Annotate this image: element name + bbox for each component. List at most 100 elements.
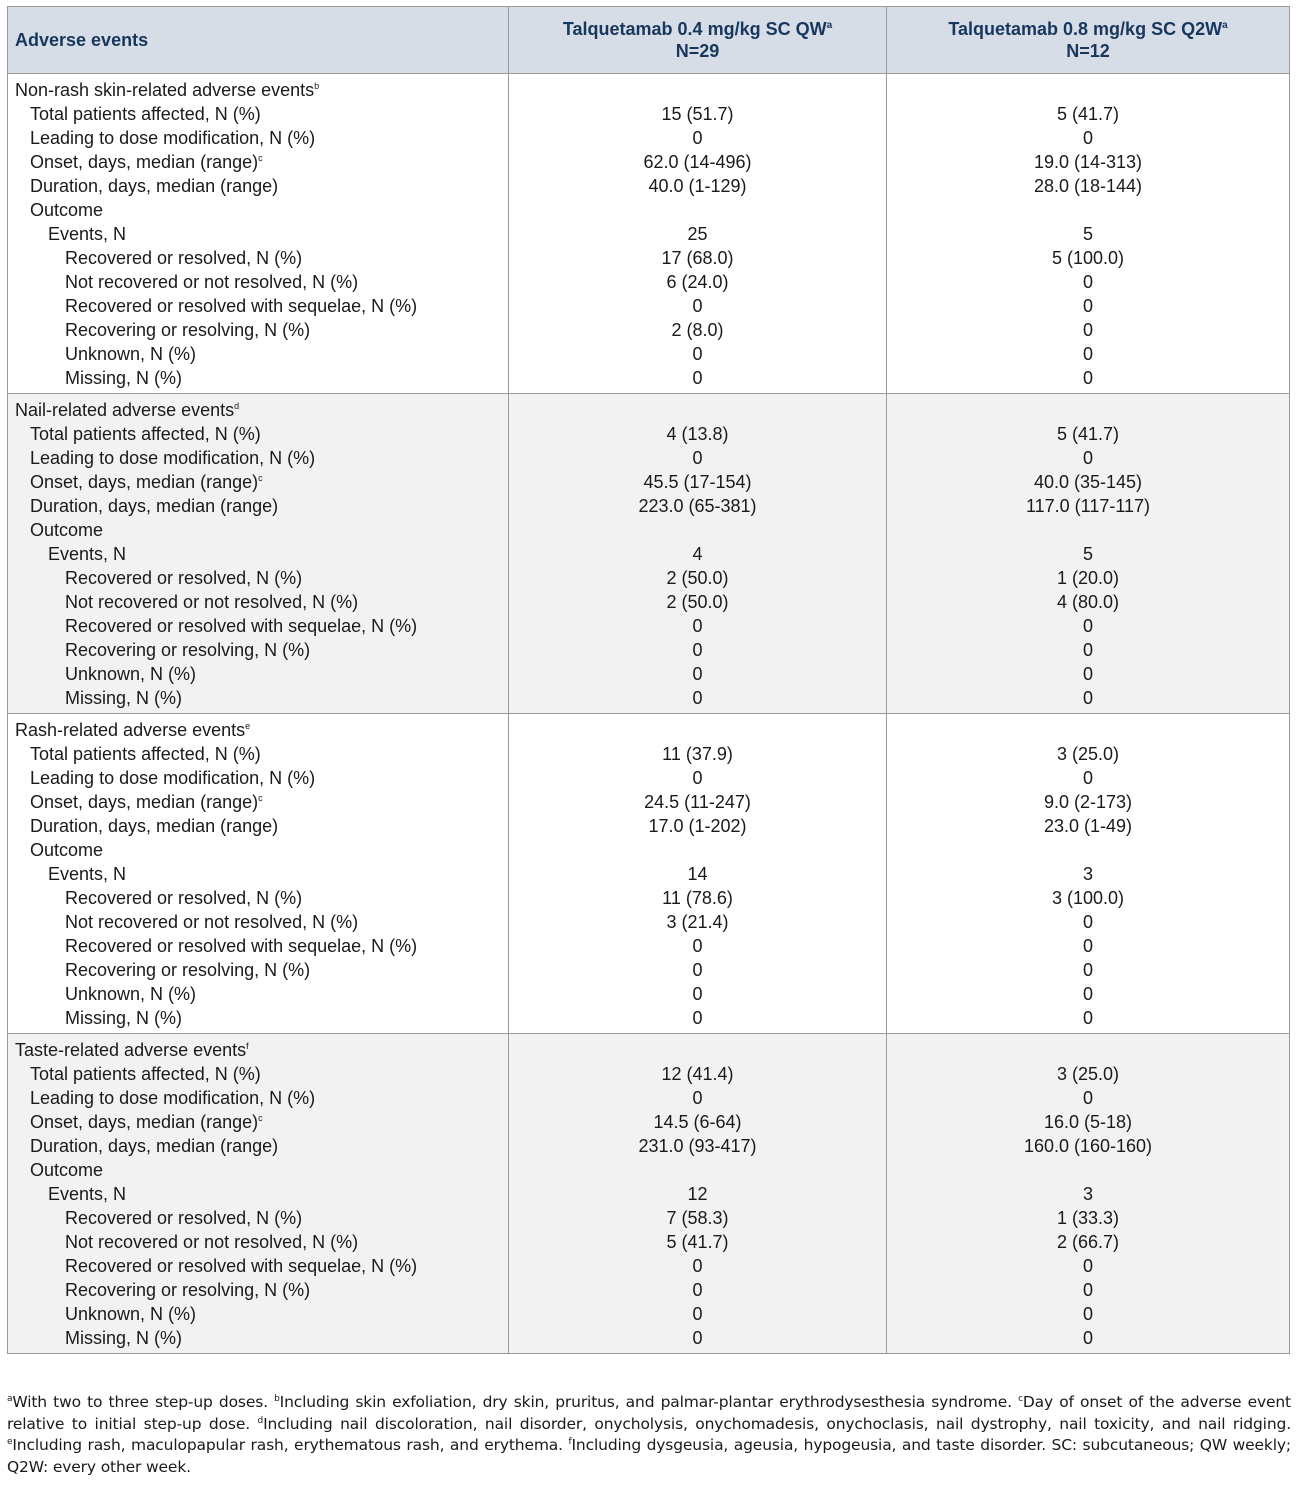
table-row: Recovered or resolved with sequelae, N (… bbox=[7, 934, 1290, 958]
footnote-text: Day of onset of the adverse event relati… bbox=[7, 1393, 1291, 1433]
header-adverse-events: Adverse events bbox=[7, 6, 509, 74]
header-dose-q2w: Talquetamab 0.8 mg/kg SC Q2Wa N=12 bbox=[886, 6, 1290, 74]
value-qw: 231.0 (93-417) bbox=[508, 1134, 887, 1158]
section-0: Non-rash skin-related adverse eventsb Tot… bbox=[7, 73, 1290, 394]
section-title-footnote-mark: e bbox=[245, 721, 251, 731]
row-label-text: Events, N bbox=[48, 544, 127, 564]
table-row: Onset, days, median (range)c 24.5 (11-247… bbox=[7, 790, 1290, 814]
row-label: Onset, days, median (range)c bbox=[7, 1110, 509, 1134]
value-qw: 5 (41.7) bbox=[508, 1230, 887, 1254]
row-label-text: Leading to dose modification, N (%) bbox=[30, 128, 316, 148]
row-label-text: Recovering or resolving, N (%) bbox=[65, 320, 311, 340]
value-qw: 0 bbox=[508, 366, 887, 394]
row-footnote-mark: c bbox=[258, 153, 263, 163]
value-qw: 0 bbox=[508, 1254, 887, 1278]
value-qw: 17 (68.0) bbox=[508, 246, 887, 270]
row-label-text: Onset, days, median (range) bbox=[30, 152, 259, 172]
value-qw: 11 (37.9) bbox=[508, 742, 887, 766]
table-row: Recovered or resolved with sequelae, N (… bbox=[7, 614, 1290, 638]
row-label: Recovering or resolving, N (%) bbox=[7, 958, 509, 982]
table-row: Unknown, N (%) 0 0 bbox=[7, 982, 1290, 1006]
row-label-text: Onset, days, median (range) bbox=[30, 792, 259, 812]
section-title-row: Taste-related adverse eventsf bbox=[7, 1033, 1290, 1062]
row-label-text: Not recovered or not resolved, N (%) bbox=[65, 592, 359, 612]
row-label: Not recovered or not resolved, N (%) bbox=[7, 270, 509, 294]
table-row: Leading to dose modification, N (%) 0 0 bbox=[7, 446, 1290, 470]
value-q2w: 0 bbox=[886, 1302, 1290, 1326]
row-label: Recovered or resolved, N (%) bbox=[7, 566, 509, 590]
value-qw: 11 (78.6) bbox=[508, 886, 887, 910]
section-title-text: Nail-related adverse events bbox=[15, 400, 235, 420]
value-qw: 2 (50.0) bbox=[508, 590, 887, 614]
empty-cell bbox=[508, 393, 887, 422]
row-label: Outcome bbox=[7, 198, 509, 222]
value-q2w: 5 (41.7) bbox=[886, 422, 1290, 446]
row-label: Total patients affected, N (%) bbox=[7, 422, 509, 446]
row-label-text: Events, N bbox=[48, 864, 127, 884]
table-row: Missing, N (%) 0 0 bbox=[7, 686, 1290, 714]
table-row: Outcome bbox=[7, 1158, 1290, 1182]
row-label: Missing, N (%) bbox=[7, 1006, 509, 1034]
value-qw: 3 (21.4) bbox=[508, 910, 887, 934]
table-row: Outcome bbox=[7, 198, 1290, 222]
row-footnote-mark: c bbox=[258, 1113, 263, 1123]
row-label-text: Recovered or resolved with sequelae, N (… bbox=[65, 936, 418, 956]
value-qw: 25 bbox=[508, 222, 887, 246]
value-q2w: 0 bbox=[886, 1326, 1290, 1354]
row-label-text: Recovered or resolved, N (%) bbox=[65, 888, 303, 908]
row-label: Missing, N (%) bbox=[7, 686, 509, 714]
row-label: Duration, days, median (range) bbox=[7, 494, 509, 518]
table-row: Events, N 14 3 bbox=[7, 862, 1290, 886]
value-q2w bbox=[886, 198, 1290, 222]
value-q2w: 0 bbox=[886, 910, 1290, 934]
value-qw: 17.0 (1-202) bbox=[508, 814, 887, 838]
section-2: Rash-related adverse eventse Total patien… bbox=[7, 713, 1290, 1034]
header-q2w-label: Talquetamab 0.8 mg/kg SC Q2W bbox=[948, 19, 1223, 39]
section-title: Non-rash skin-related adverse eventsb bbox=[7, 73, 509, 102]
value-q2w: 0 bbox=[886, 1006, 1290, 1034]
value-qw: 0 bbox=[508, 1086, 887, 1110]
table-row: Unknown, N (%) 0 0 bbox=[7, 1302, 1290, 1326]
value-qw: 0 bbox=[508, 638, 887, 662]
row-label: Outcome bbox=[7, 838, 509, 862]
value-q2w bbox=[886, 518, 1290, 542]
value-qw: 4 (13.8) bbox=[508, 422, 887, 446]
value-qw: 15 (51.7) bbox=[508, 102, 887, 126]
row-label-text: Unknown, N (%) bbox=[65, 344, 197, 364]
footnote-text: With two to three step-up doses. bbox=[12, 1393, 275, 1411]
section-title-row: Rash-related adverse eventse bbox=[7, 713, 1290, 742]
value-q2w: 0 bbox=[886, 1254, 1290, 1278]
value-q2w: 0 bbox=[886, 1278, 1290, 1302]
table-row: Recovering or resolving, N (%) 0 0 bbox=[7, 638, 1290, 662]
row-label: Events, N bbox=[7, 862, 509, 886]
table-header: Adverse events Talquetamab 0.4 mg/kg SC … bbox=[7, 6, 1290, 74]
row-label-text: Unknown, N (%) bbox=[65, 984, 197, 1004]
value-q2w: 4 (80.0) bbox=[886, 590, 1290, 614]
row-label: Leading to dose modification, N (%) bbox=[7, 1086, 509, 1110]
value-q2w: 19.0 (14-313) bbox=[886, 150, 1290, 174]
header-qw-sup: a bbox=[826, 20, 833, 31]
value-qw: 0 bbox=[508, 1278, 887, 1302]
row-label-text: Total patients affected, N (%) bbox=[30, 1064, 261, 1084]
row-label-text: Missing, N (%) bbox=[65, 368, 183, 388]
table-row: Outcome bbox=[7, 838, 1290, 862]
row-label-text: Recovered or resolved with sequelae, N (… bbox=[65, 1256, 418, 1276]
value-qw bbox=[508, 838, 887, 862]
table-row: Leading to dose modification, N (%) 0 0 bbox=[7, 766, 1290, 790]
section-title: Nail-related adverse eventsd bbox=[7, 393, 509, 422]
footnote-mark: e bbox=[7, 1436, 13, 1447]
row-label-text: Onset, days, median (range) bbox=[30, 472, 259, 492]
value-q2w: 0 bbox=[886, 318, 1290, 342]
value-qw bbox=[508, 1158, 887, 1182]
value-q2w: 0 bbox=[886, 446, 1290, 470]
value-q2w: 0 bbox=[886, 614, 1290, 638]
adverse-events-table: Adverse events Talquetamab 0.4 mg/kg SC … bbox=[7, 6, 1290, 1354]
value-qw: 0 bbox=[508, 614, 887, 638]
value-qw bbox=[508, 198, 887, 222]
section-3: Taste-related adverse eventsf Total patie… bbox=[7, 1033, 1290, 1354]
row-label-text: Total patients affected, N (%) bbox=[30, 104, 261, 124]
value-qw: 24.5 (11-247) bbox=[508, 790, 887, 814]
row-label: Unknown, N (%) bbox=[7, 982, 509, 1006]
row-label-text: Total patients affected, N (%) bbox=[30, 744, 261, 764]
row-label: Not recovered or not resolved, N (%) bbox=[7, 1230, 509, 1254]
